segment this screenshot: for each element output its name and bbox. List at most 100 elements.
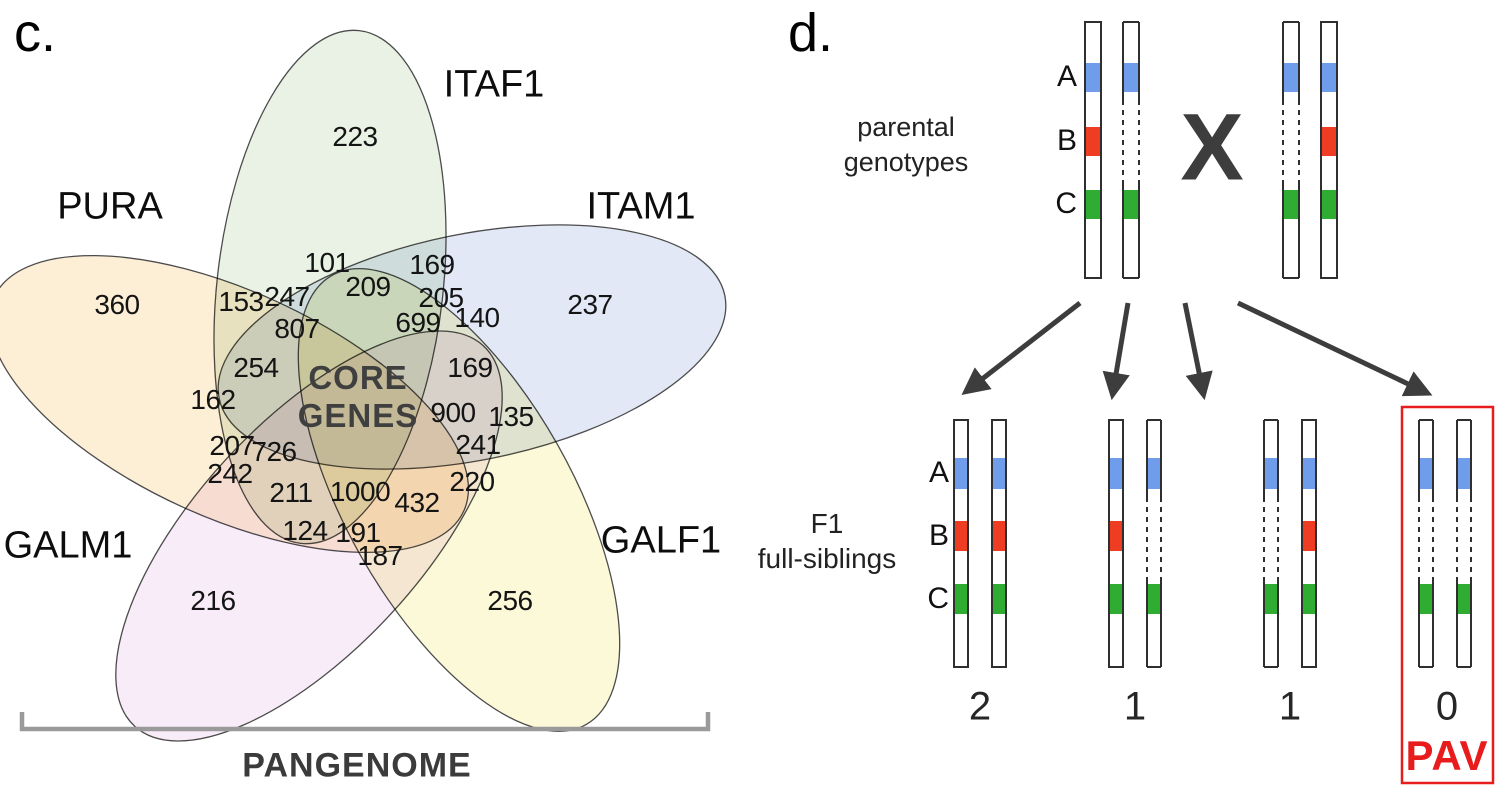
venn-ellipse-pura [0, 254, 470, 554]
f1-sibling3-chromosome2 [1301, 419, 1317, 668]
chromosome-caps [1147, 419, 1161, 668]
venn-region-count: 135 [488, 401, 534, 432]
band-a [1302, 458, 1316, 489]
chromosome-body [1123, 22, 1139, 278]
pav-label: PAV [1405, 732, 1489, 779]
venn-region-count: 140 [454, 302, 500, 333]
band-c [1321, 190, 1337, 219]
chromosome-outline [1084, 21, 1102, 279]
cross-arrow [1102, 302, 1131, 401]
venn-region-count: 205 [418, 282, 464, 313]
band-c [1264, 584, 1278, 614]
venn-region-count: 209 [345, 271, 391, 302]
f1-allele-count: 0 [1435, 684, 1459, 729]
venn-region-count: 101 [304, 247, 350, 278]
chromosome-caps [1123, 21, 1139, 279]
venn-region-count: 207 [209, 430, 255, 461]
venn-region-count: 211 [269, 477, 313, 508]
venn-region-count: 1000 [329, 476, 391, 507]
band-a [1283, 63, 1299, 92]
venn-set-label-itaf1: ITAF1 [443, 63, 545, 106]
band-a [954, 458, 968, 489]
venn-diagram [0, 29, 727, 742]
venn-region-count: 169 [409, 249, 455, 280]
venn-region-count: 807 [274, 313, 320, 344]
pav-highlight-box [1400, 405, 1495, 785]
band-c [1109, 584, 1123, 614]
venn-region-count: 169 [447, 352, 493, 383]
band-a [1419, 458, 1433, 489]
parental-genotypes-label: parental genotypes [844, 110, 969, 180]
venn-set-label-galm1: GALM1 [3, 524, 133, 567]
venn-region-count: 726 [251, 436, 297, 467]
band-a [1321, 63, 1337, 92]
parental-locus-label-a: A [1056, 60, 1077, 93]
f1-sibling3-chromosome1 [1263, 419, 1279, 668]
band-b [992, 521, 1006, 551]
chromosome-caps [1457, 419, 1471, 668]
venn-region-count: 241 [455, 429, 501, 460]
chromosome-body [1264, 420, 1278, 667]
f1-allele-count: 2 [968, 684, 992, 729]
band-a [992, 458, 1006, 489]
band-c [1419, 584, 1433, 614]
parent1-chromosome1 [1084, 21, 1102, 279]
venn-region-count: 216 [190, 585, 236, 616]
chromosome-outline [1301, 419, 1317, 668]
venn-region-count: 242 [207, 458, 253, 489]
venn-region-count: 223 [332, 121, 378, 152]
f1-label-line1: F1 [810, 508, 844, 539]
f1-locus-label-c: C [927, 582, 949, 615]
parent1-chromosome2 [1122, 21, 1140, 279]
pangenome-bracket [19, 712, 711, 732]
band-b [1321, 127, 1337, 156]
parent2-chromosome1 [1282, 21, 1300, 279]
chromosome-caps [1283, 21, 1299, 279]
f1-sibling1-chromosome2 [991, 419, 1007, 668]
band-c [1457, 584, 1471, 614]
band-c [1085, 190, 1101, 219]
chromosome-body [1147, 420, 1161, 667]
core-genes-line2: GENES [297, 397, 419, 434]
f1-sibling1-chromosome1 [953, 419, 969, 668]
chromosome-outline [1320, 21, 1338, 279]
cross-arrow [1182, 302, 1213, 401]
chromosome-body [1283, 22, 1299, 278]
f1-allele-count: 1 [1278, 684, 1302, 729]
f1-sibling2-chromosome1 [1108, 419, 1124, 668]
cross-symbol: X [1180, 94, 1244, 201]
venn-region-count: 900 [430, 397, 476, 428]
f1-sibling4-chromosome1 [1418, 419, 1434, 668]
parent2-chromosome2 [1320, 21, 1338, 279]
panel-d-label: d. [788, 3, 834, 63]
band-c [1147, 584, 1161, 614]
venn-region-count: 162 [190, 384, 236, 415]
band-a [1123, 63, 1139, 92]
band-a [1264, 458, 1278, 489]
venn-set-label-galf1: GALF1 [600, 519, 722, 562]
parental-locus-label-b: B [1056, 124, 1077, 157]
venn-set-label-pura: PURA [57, 185, 163, 228]
venn-region-count: 256 [487, 585, 533, 616]
band-a [1457, 458, 1471, 489]
band-b [954, 521, 968, 551]
chromosome-caps [1419, 419, 1433, 668]
parental-genotypes-line1: parental [857, 112, 955, 142]
f1-sibling2-chromosome2 [1146, 419, 1162, 668]
chromosome-caps [1264, 419, 1278, 668]
chromosome-outline [1108, 419, 1124, 668]
venn-region-count: 247 [264, 281, 310, 312]
band-c [1283, 190, 1299, 219]
venn-region-count: 187 [357, 540, 403, 571]
band-c [992, 584, 1006, 614]
venn-region-count: 220 [449, 466, 495, 497]
band-b [1109, 521, 1123, 551]
chromosome-body [1419, 420, 1433, 667]
chromosome-outline [953, 419, 969, 668]
f1-locus-label-b: B [928, 519, 949, 552]
band-a [1109, 458, 1123, 489]
venn-region-count: 237 [567, 289, 613, 320]
band-c [954, 584, 968, 614]
